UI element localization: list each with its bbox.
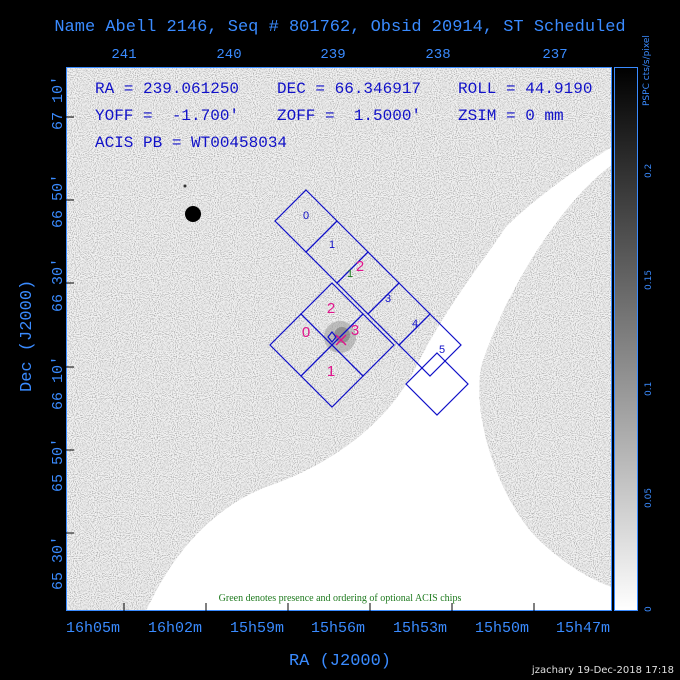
chip-i0-label: 0 bbox=[302, 324, 310, 341]
chip-i3-label: 3 bbox=[351, 322, 359, 339]
top-tick-238: 238 bbox=[425, 47, 451, 63]
optional-chip-marker: 1 bbox=[347, 268, 353, 280]
footer-credit: jzachary 19-Dec-2018 17:18 bbox=[531, 665, 674, 676]
zoff-readout: ZOFF = 1.5000' bbox=[277, 107, 422, 125]
top-tick-241: 241 bbox=[111, 47, 137, 63]
sky-image-plot: 0 1 2 3 4 5 1 0 1 2 3 Green denotes pres… bbox=[66, 67, 612, 611]
colorbar-tick-0.05: 0.05 bbox=[644, 487, 654, 508]
bottom-tick-15h56m: 15h56m bbox=[310, 620, 366, 637]
chip-s4 bbox=[398, 313, 462, 377]
top-tick-239: 239 bbox=[320, 47, 346, 63]
left-tick-67-10: 67 10' bbox=[50, 75, 67, 130]
bottom-tick-16h05m: 16h05m bbox=[65, 620, 121, 637]
optional-chips-note: Green denotes presence and ordering of o… bbox=[219, 593, 462, 604]
acis-i-array bbox=[269, 282, 395, 408]
ra-readout: RA = 239.061250 bbox=[95, 80, 240, 98]
chip-s1-label: 1 bbox=[329, 239, 335, 251]
top-tick-237: 237 bbox=[542, 47, 568, 63]
bottom-tick-15h50m: 15h50m bbox=[474, 620, 530, 637]
colorbar-tick-0: 0 bbox=[644, 606, 654, 612]
bottom-tick-15h53m: 15h53m bbox=[392, 620, 448, 637]
chip-s4-label: 4 bbox=[412, 318, 418, 330]
bottom-tick-15h47m: 15h47m bbox=[555, 620, 611, 637]
roll-readout: ROLL = 44.9190 bbox=[458, 80, 593, 98]
yoff-readout: YOFF = -1.700' bbox=[95, 107, 240, 125]
target-cross-icon bbox=[335, 334, 347, 346]
acis-pb-readout: ACIS PB = WT00458034 bbox=[95, 134, 288, 152]
chip-s5 bbox=[405, 352, 469, 416]
chip-i1-label: 1 bbox=[327, 363, 335, 380]
dec-readout: DEC = 66.346917 bbox=[277, 80, 422, 98]
colorbar-tick-0.15: 0.15 bbox=[644, 269, 654, 290]
chip-s5-label: 5 bbox=[439, 344, 445, 356]
page-title: Name Abell 2146, Seq # 801762, Obsid 209… bbox=[54, 18, 626, 37]
left-tick-66-10: 66 10' bbox=[50, 355, 67, 410]
chip-s3-label: 3 bbox=[385, 293, 391, 305]
colorbar-tick-0.2: 0.2 bbox=[644, 163, 654, 178]
bottom-tick-15h59m: 15h59m bbox=[229, 620, 285, 637]
ra-axis-label: RA (J2000) bbox=[288, 652, 392, 671]
acis-s-array bbox=[274, 189, 469, 416]
chip-i2-label: 2 bbox=[327, 300, 335, 317]
aimpoint-diamond bbox=[327, 331, 337, 343]
colorbar-label: PSPC cts/s/pixel bbox=[642, 35, 652, 106]
faint-source bbox=[183, 184, 187, 188]
left-tick-66-30: 66 30' bbox=[50, 257, 67, 312]
zsim-readout: ZSIM = 0 mm bbox=[458, 107, 564, 125]
top-tick-240: 240 bbox=[216, 47, 242, 63]
bottom-tick-16h02m: 16h02m bbox=[147, 620, 203, 637]
left-tick-65-50: 65 50' bbox=[50, 437, 67, 492]
chip-s2-label: 2 bbox=[356, 258, 364, 275]
left-tick-66-50: 66 50' bbox=[50, 173, 67, 228]
bright-source bbox=[185, 206, 201, 222]
dec-axis-label: Dec (J2000) bbox=[18, 279, 37, 392]
colorbar-tick-0.1: 0.1 bbox=[644, 381, 654, 396]
chip-i1 bbox=[300, 344, 364, 408]
chip-s0-label: 0 bbox=[303, 210, 309, 222]
left-tick-65-30: 65 30' bbox=[50, 535, 67, 590]
colorbar bbox=[614, 67, 638, 611]
